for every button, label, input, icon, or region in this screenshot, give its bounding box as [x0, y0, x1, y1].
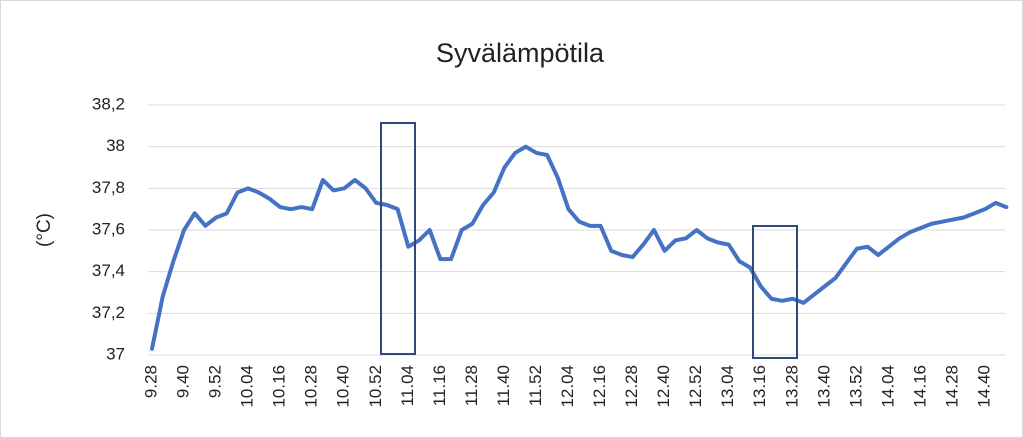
- x-tick-label: 11.40: [494, 365, 513, 406]
- y-tick-label: 37,8: [92, 178, 125, 197]
- chart-title: Syvälämpötila: [436, 38, 605, 68]
- x-tick-label: 10.52: [366, 365, 385, 408]
- x-tick-label: 11.52: [526, 365, 545, 406]
- x-tick-label: 12.52: [686, 365, 705, 408]
- x-tick-label: 9.52: [206, 365, 225, 398]
- x-tick-label: 12.16: [590, 365, 609, 408]
- x-tick-label: 14.04: [878, 365, 897, 408]
- y-tick-label: 38: [106, 136, 125, 155]
- y-tick-label: 37: [106, 344, 125, 363]
- y-tick-label: 37,6: [92, 219, 125, 238]
- highlight-box: [752, 225, 798, 359]
- x-tick-label: 11.16: [430, 365, 449, 406]
- x-tick-label: 12.04: [558, 365, 577, 408]
- highlight-box: [380, 122, 416, 355]
- x-tick-label: 12.28: [622, 365, 641, 408]
- x-tick-label: 11.28: [462, 365, 481, 406]
- y-tick-label: 37,2: [92, 303, 125, 322]
- x-tick-label: 11.04: [398, 365, 417, 406]
- x-tick-label: 10.28: [302, 365, 321, 408]
- x-tick-label: 12.40: [654, 365, 673, 408]
- y-tick-label: 38,2: [92, 94, 125, 113]
- x-tick-label: 14.40: [974, 365, 993, 408]
- x-tick-label: 13.40: [814, 365, 833, 408]
- x-tick-label: 10.16: [270, 365, 289, 408]
- x-tick-label: 10.04: [238, 365, 257, 408]
- x-tick-label: 13.52: [846, 365, 865, 408]
- x-tick-label: 10.40: [334, 365, 353, 408]
- data-line: [150, 144, 1009, 351]
- x-tick-label: 9.40: [174, 365, 193, 398]
- x-tick-label: 14.28: [942, 365, 961, 408]
- x-tick-label: 14.16: [910, 365, 929, 408]
- y-tick-label: 37,4: [92, 261, 125, 280]
- x-tick-label: 13.28: [782, 365, 801, 408]
- x-tick-label: 13.16: [750, 365, 769, 408]
- y-axis-label: (°C): [34, 213, 55, 247]
- x-tick-label: 13.04: [718, 365, 737, 408]
- x-tick-label: 9.28: [141, 365, 160, 398]
- plot-area: 37 37,2 37,4 37,6 37,8 38 38,2 9.28 9.40 9.52 10.0…: [92, 94, 1009, 408]
